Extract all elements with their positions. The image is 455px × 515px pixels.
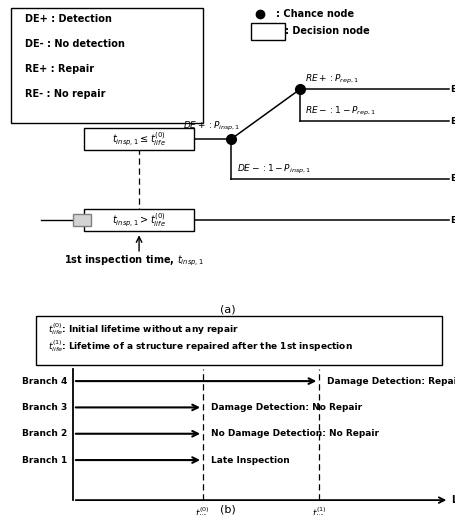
Text: $t^{(1)}_{life}$: Lifetime of a structure repaired after the 1st inspection: $t^{(1)}_{life}$: Lifetime of a structur… [48, 339, 352, 354]
FancyBboxPatch shape [83, 210, 194, 231]
Text: RE+ : Repair: RE+ : Repair [25, 64, 94, 74]
Text: Branch 2: Branch 2 [22, 429, 67, 438]
Text: Branch 4: Branch 4 [450, 85, 455, 94]
FancyBboxPatch shape [251, 23, 284, 40]
Text: $DE-: 1-P_{insp,1}$: $DE-: 1-P_{insp,1}$ [237, 163, 310, 176]
Text: $RE-: 1-P_{rep,1}$: $RE-: 1-P_{rep,1}$ [304, 105, 375, 118]
Text: $t_{insp,1} \leq t^{(0)}_{life}$: $t_{insp,1} \leq t^{(0)}_{life}$ [112, 130, 166, 148]
Text: $t^{(0)}_{life}$: Initial lifetime without any repair: $t^{(0)}_{life}$: Initial lifetime witho… [48, 321, 238, 337]
Text: $DE+: P_{insp,1}$: $DE+: P_{insp,1}$ [183, 120, 240, 133]
Text: Branch 1: Branch 1 [450, 216, 455, 225]
Text: Branch 3: Branch 3 [22, 403, 67, 412]
Text: : Chance node: : Chance node [275, 9, 353, 20]
Text: Branch 4: Branch 4 [22, 376, 67, 386]
FancyBboxPatch shape [36, 316, 441, 365]
Text: $RE+: P_{rep,1}$: $RE+: P_{rep,1}$ [304, 73, 359, 85]
Text: Branch 1: Branch 1 [22, 456, 67, 465]
Text: Branch 3: Branch 3 [450, 117, 455, 126]
FancyBboxPatch shape [83, 128, 194, 150]
Text: Lifetime: Lifetime [450, 495, 455, 505]
Bar [73, 214, 90, 227]
FancyBboxPatch shape [11, 8, 202, 123]
Text: DE+ : Detection: DE+ : Detection [25, 14, 112, 24]
Text: Branch 2: Branch 2 [450, 174, 455, 183]
Text: : Decision node: : Decision node [284, 26, 369, 36]
Text: Late Inspection: Late Inspection [211, 456, 289, 465]
Text: (a): (a) [220, 304, 235, 315]
Text: Damage Detection: Repair: Damage Detection: Repair [327, 376, 455, 386]
Text: 1st inspection time, $t_{insp,1}$: 1st inspection time, $t_{insp,1}$ [64, 254, 204, 268]
Text: RE- : No repair: RE- : No repair [25, 89, 106, 99]
Text: Damage Detection: No Repair: Damage Detection: No Repair [211, 403, 361, 412]
Text: $t^{(0)}_{life}$: $t^{(0)}_{life}$ [195, 506, 210, 515]
Text: $t_{insp,1} > t^{(0)}_{life}$: $t_{insp,1} > t^{(0)}_{life}$ [112, 212, 166, 229]
Text: $t^{(1)}_{life}$: $t^{(1)}_{life}$ [311, 506, 326, 515]
Text: (b): (b) [220, 505, 235, 514]
Text: No Damage Detection: No Repair: No Damage Detection: No Repair [211, 429, 378, 438]
Text: DE- : No detection: DE- : No detection [25, 39, 125, 49]
